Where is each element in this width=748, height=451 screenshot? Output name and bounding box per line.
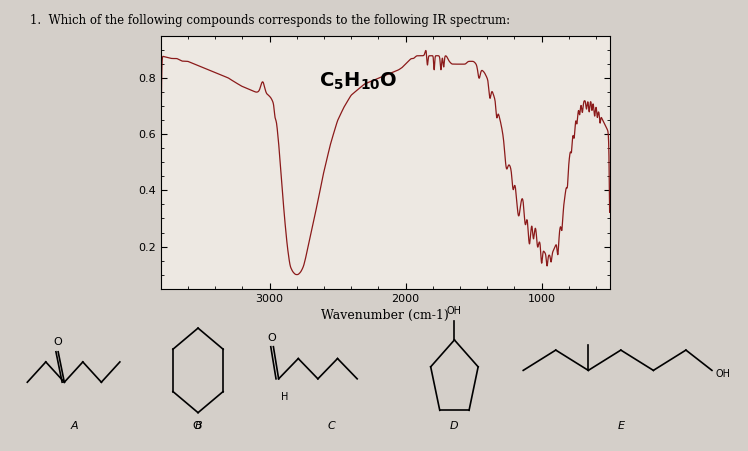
Text: $\mathbf{C_5H_{10}O}$: $\mathbf{C_5H_{10}O}$: [319, 70, 397, 92]
Text: O: O: [192, 421, 201, 431]
Text: D: D: [450, 421, 459, 431]
Text: OH: OH: [715, 369, 730, 379]
Text: B: B: [194, 421, 202, 431]
Text: O: O: [268, 333, 277, 343]
X-axis label: Wavenumber (cm-1): Wavenumber (cm-1): [322, 309, 449, 322]
Text: 1.  Which of the following compounds corresponds to the following IR spectrum:: 1. Which of the following compounds corr…: [30, 14, 510, 27]
Text: A: A: [70, 421, 78, 431]
Text: E: E: [617, 421, 625, 431]
Text: OH: OH: [447, 306, 462, 316]
Text: H: H: [281, 392, 289, 402]
Text: O: O: [53, 337, 62, 347]
Text: C: C: [327, 421, 335, 431]
